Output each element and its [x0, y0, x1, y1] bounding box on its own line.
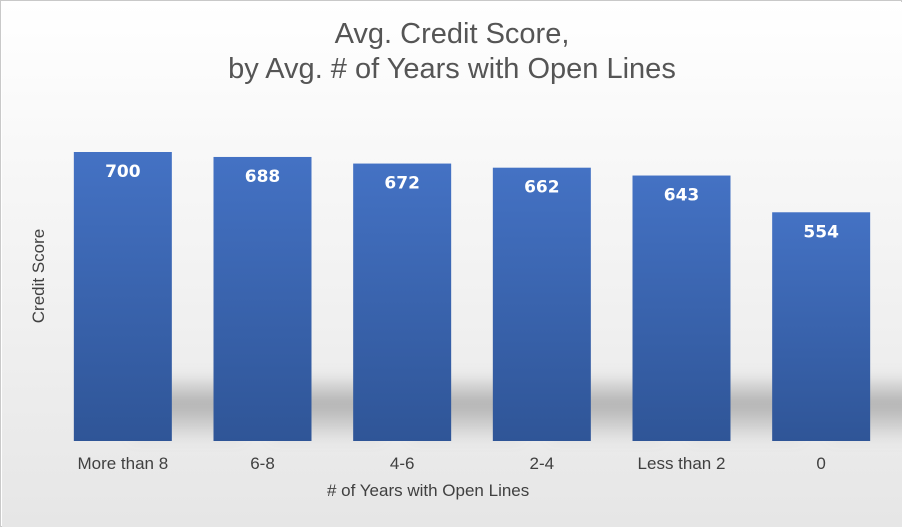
- chart-title-line-1: Avg. Credit Score,: [335, 18, 570, 50]
- bar-2-4: [492, 167, 591, 441]
- bar-more-than-8: [73, 152, 172, 441]
- x-tick-label: 4-6: [390, 454, 415, 473]
- x-tick-label: Less than 2: [638, 454, 726, 473]
- data-labels-group: 700 688 672 662 643 554: [105, 162, 839, 242]
- x-tick-labels-group: More than 8 6-8 4-6 2-4 Less than 2 0: [77, 454, 825, 473]
- x-tick-label: More than 8: [77, 454, 168, 473]
- bar-6-8: [213, 156, 312, 441]
- x-tick-label: 2-4: [530, 454, 555, 473]
- x-tick-label: 6-8: [250, 454, 275, 473]
- y-axis-title: Credit Score: [29, 229, 48, 323]
- chart-title-line-2: by Avg. # of Years with Open Lines: [228, 53, 676, 85]
- bar-less-than-2: [632, 175, 731, 442]
- bar-4-6: [353, 163, 452, 441]
- bars-group: [73, 152, 871, 442]
- data-label: 700: [105, 162, 141, 182]
- data-label: 672: [384, 174, 420, 194]
- data-label: 688: [245, 167, 281, 187]
- data-label: 643: [664, 186, 700, 206]
- data-label: 554: [803, 222, 839, 242]
- x-axis-title: # of Years with Open Lines: [327, 481, 529, 500]
- data-label: 662: [524, 178, 560, 198]
- bar-0: [772, 212, 871, 441]
- x-tick-label: 0: [816, 454, 825, 473]
